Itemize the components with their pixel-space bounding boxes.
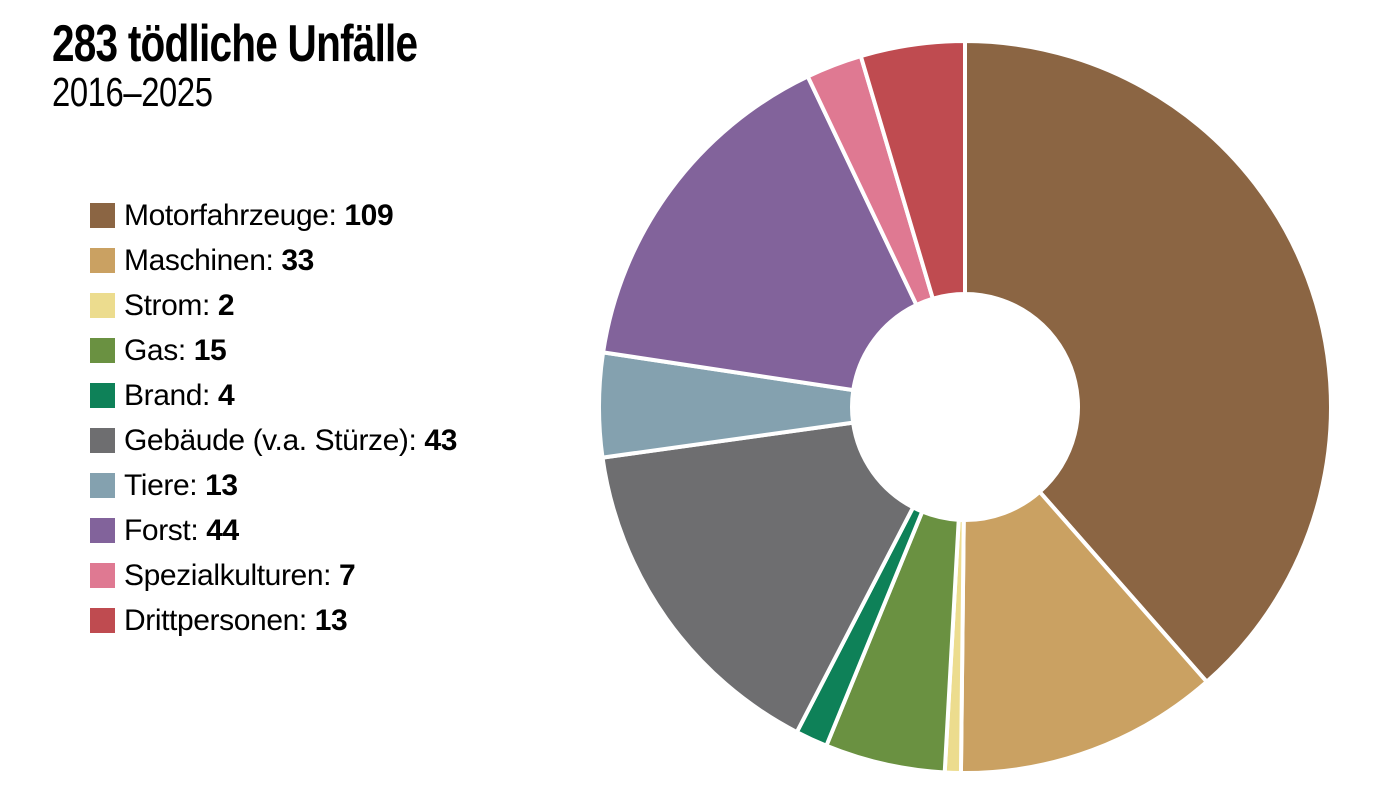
legend-value-maschinen: 33 xyxy=(281,243,314,277)
legend-swatch-motorfahrzeuge xyxy=(90,203,115,228)
legend-swatch-strom xyxy=(90,293,115,318)
legend-swatch-drittpersonen xyxy=(90,608,115,633)
pie-slice-drittpersonen xyxy=(858,38,967,302)
legend-item-strom: Strom: 2 xyxy=(90,283,457,328)
pie-slice-motorfahrzeuge xyxy=(963,38,1333,685)
legend-label-forst: Forst: 44 xyxy=(124,513,239,547)
chart-header: 283 tödliche Unfälle 2016–2025 xyxy=(52,18,520,114)
legend-swatch-spezialkulturen xyxy=(90,563,115,588)
legend-item-tiere: Tiere: 13 xyxy=(90,463,457,508)
legend-item-gas: Gas: 15 xyxy=(90,328,457,373)
legend-item-spezialkulturen: Spezialkulturen: 7 xyxy=(90,553,457,598)
legend-swatch-gas xyxy=(90,338,115,363)
pie-slice-gebäude-v-a-stürze xyxy=(600,420,916,735)
legend-label-spezialkulturen: Spezialkulturen: 7 xyxy=(124,558,356,592)
legend-value-tiere: 13 xyxy=(205,468,238,502)
legend-label-brand: Brand: 4 xyxy=(124,378,235,412)
legend-swatch-brand xyxy=(90,383,115,408)
legend-value-forst: 44 xyxy=(206,513,239,547)
chart-subtitle: 2016–2025 xyxy=(52,69,213,115)
legend-value-drittpersonen: 13 xyxy=(314,603,348,637)
legend-label-drittpersonen: Drittpersonen: 13 xyxy=(124,603,348,637)
chart-legend: Motorfahrzeuge: 109 Maschinen: 33 Strom: 2… xyxy=(90,193,457,643)
legend-swatch-tiere xyxy=(90,473,115,498)
legend-value-brand: 4 xyxy=(217,378,235,412)
legend-item-brand: Brand: 4 xyxy=(90,373,457,418)
legend-item-maschinen: Maschinen: 33 xyxy=(90,238,457,283)
legend-value-motorfahrzeuge: 109 xyxy=(344,198,394,232)
legend-value-gebäude-v-a-stürze: 43 xyxy=(424,423,457,457)
pie-slice-forst xyxy=(600,73,920,393)
legend-label-motorfahrzeuge: Motorfahrzeuge: 109 xyxy=(124,198,394,232)
legend-item-gebäude-v-a-stürze: Gebäude (v.a. Stürze): 43 xyxy=(90,418,457,463)
chart-title: 283 tödliche Unfälle xyxy=(52,15,418,73)
legend-label-gebäude-v-a-stürze: Gebäude (v.a. Stürze): 43 xyxy=(124,423,457,457)
legend-swatch-gebäude-v-a-stürze xyxy=(90,428,115,453)
legend-value-gas: 15 xyxy=(193,333,227,367)
legend-value-spezialkulturen: 7 xyxy=(339,558,356,592)
legend-label-strom: Strom: 2 xyxy=(124,288,235,322)
legend-swatch-forst xyxy=(90,518,115,543)
legend-item-forst: Forst: 44 xyxy=(90,508,457,553)
legend-item-motorfahrzeuge: Motorfahrzeuge: 109 xyxy=(90,193,457,238)
legend-swatch-maschinen xyxy=(90,248,115,273)
legend-item-drittpersonen: Drittpersonen: 13 xyxy=(90,598,457,643)
legend-label-gas: Gas: 15 xyxy=(124,333,227,367)
legend-label-maschinen: Maschinen: 33 xyxy=(124,243,314,277)
pie-slice-maschinen xyxy=(958,489,1210,775)
legend-value-strom: 2 xyxy=(217,288,235,322)
legend-label-tiere: Tiere: 13 xyxy=(124,468,238,502)
